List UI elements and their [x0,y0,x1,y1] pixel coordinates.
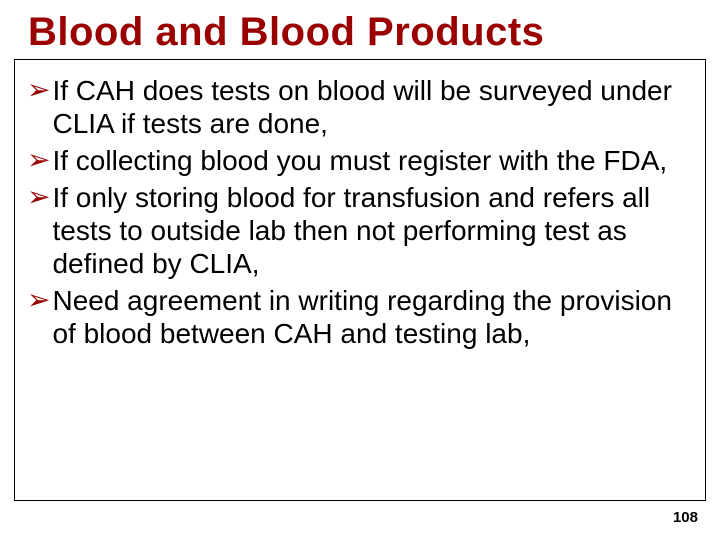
bullet-text: Need agreement in writing regarding the … [50,284,693,350]
page-number: 108 [673,509,698,526]
bullet-text: If CAH does tests on blood will be surve… [50,74,693,140]
bullet-icon: ➢ [27,284,50,314]
content-box: ➢ If CAH does tests on blood will be sur… [14,59,706,501]
list-item: ➢ Need agreement in writing regarding th… [27,284,693,350]
list-item: ➢ If only storing blood for transfusion … [27,181,693,280]
list-item: ➢ If CAH does tests on blood will be sur… [27,74,693,140]
slide-title: Blood and Blood Products [0,10,720,55]
bullet-icon: ➢ [27,74,50,104]
bullet-text: If only storing blood for transfusion an… [50,181,693,280]
list-item: ➢ If collecting blood you must register … [27,144,693,177]
bullet-icon: ➢ [27,144,50,174]
bullet-icon: ➢ [27,181,50,211]
bullet-text: If collecting blood you must register wi… [50,144,693,177]
slide: Blood and Blood Products ➢ If CAH does t… [0,0,720,540]
